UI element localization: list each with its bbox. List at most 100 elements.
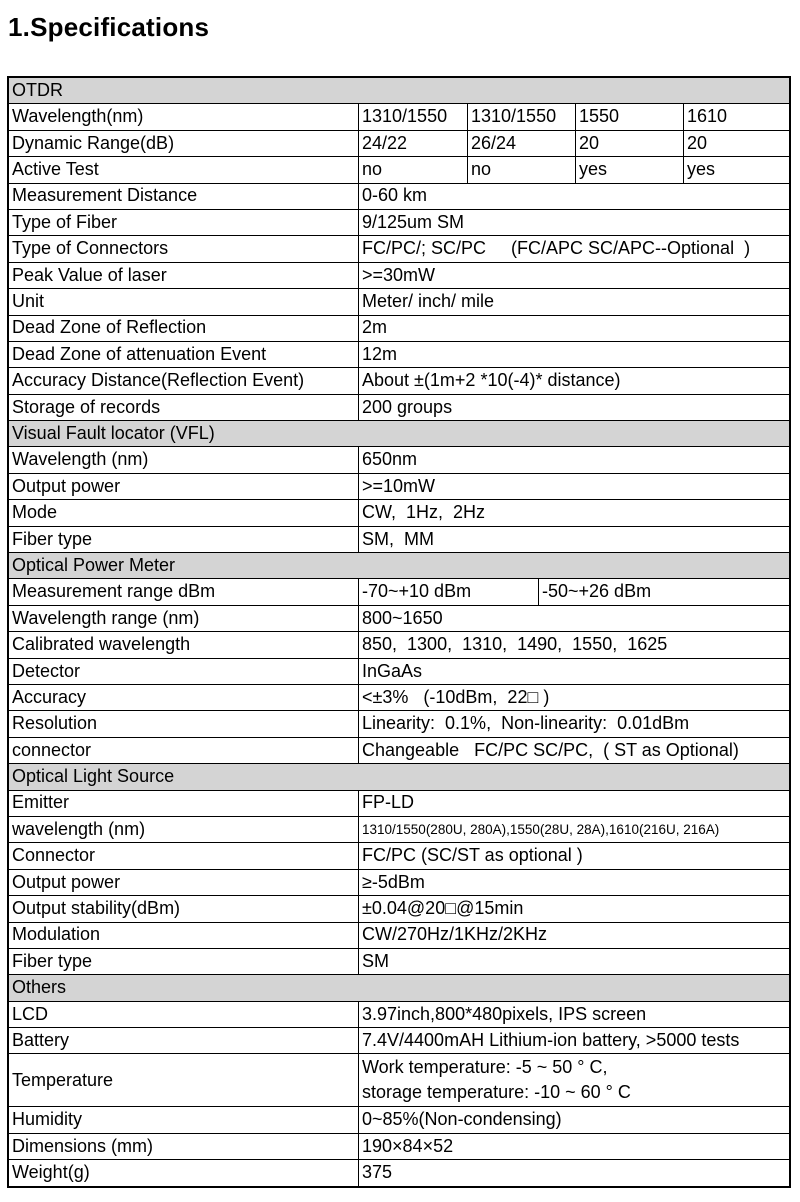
spec-value: 26/24 (467, 130, 575, 157)
spec-value: 20 (575, 130, 683, 157)
spec-label: Resolution (12, 713, 98, 734)
spec-value: no (358, 157, 467, 183)
spec-label: Measurement range dBm (12, 581, 216, 602)
spec-label: Output power (12, 475, 121, 496)
spec-value: CW, 1Hz, 2Hz (358, 500, 789, 526)
spec-label: Type of Connectors (12, 238, 169, 259)
spec-value: 12m (358, 341, 789, 368)
spec-row: Dimensions (mm) 190×84×52 (9, 1133, 789, 1161)
spec-row: Output stability(dBm) ±0.04@20□@15min (9, 896, 789, 923)
spec-value: Changeable FC/PC SC/PC, ( ST as Optional… (358, 737, 789, 764)
spec-row: LCD 3.97inch,800*480pixels, IPS screen (9, 1001, 789, 1029)
spec-value: SM (358, 948, 789, 975)
spec-value: 1550 (575, 104, 683, 130)
spec-value: InGaAs (358, 658, 789, 684)
spec-label: Output stability(dBm) (12, 898, 181, 919)
spec-row: Battery 7.4V/4400mAH Lithium-ion battery,… (9, 1028, 789, 1055)
spec-label: wavelength (nm) (12, 818, 146, 839)
spec-row: Measurement range dBm -70~+10 dBm -50~+26 … (9, 579, 789, 606)
spec-label: Weight(g) (12, 1162, 90, 1183)
spec-value: CW/270Hz/1KHz/2KHz (358, 922, 789, 948)
spec-value: 0-60 km (358, 183, 789, 209)
spec-label: Active Test (12, 159, 99, 180)
spec-row: Calibrated wavelength 850, 1300, 1310, 14… (9, 632, 789, 659)
spec-value: >=10mW (358, 473, 789, 500)
spec-label: Mode (12, 502, 58, 523)
spec-row: Modulation CW/270Hz/1KHz/2KHz (9, 922, 789, 949)
spec-value: -50~+26 dBm (538, 579, 789, 605)
spec-label: Connector (12, 845, 96, 866)
spec-label: Dynamic Range(dB) (12, 132, 175, 153)
spec-row: Fiber type SM (9, 948, 789, 976)
spec-row: Active Test no no yes yes (9, 157, 789, 184)
spec-label: Temperature (12, 1069, 114, 1090)
spec-row: Type of Fiber 9/125um SM (9, 209, 789, 237)
spec-value: 200 groups (358, 394, 789, 421)
spec-value: 375 (358, 1160, 789, 1187)
spec-value: FP-LD (358, 790, 789, 816)
spec-row: Weight(g) 375 (9, 1160, 789, 1187)
spec-value: 1310/1550 (358, 104, 467, 130)
spec-row: Resolution Linearity: 0.1%, Non-linearity… (9, 711, 789, 738)
spec-row: Accuracy Distance(Reflection Event) About… (9, 368, 789, 395)
spec-label: Peak Value of laser (12, 264, 167, 285)
section-header-row: Others (9, 975, 789, 1002)
spec-row: connector Changeable FC/PC SC/PC, ( ST as… (9, 737, 789, 765)
spec-value: yes (575, 157, 683, 183)
spec-value: 3.97inch,800*480pixels, IPS screen (358, 1001, 789, 1028)
spec-row: Humidity 0~85%(Non-condensing) (9, 1107, 789, 1134)
spec-value: 650nm (358, 447, 789, 473)
section-header-label: OTDR (12, 79, 63, 100)
spec-value: <±3% (-10dBm, 22□ ) (358, 684, 789, 711)
spec-label: LCD (12, 1003, 49, 1024)
spec-value: -70~+10 dBm (358, 579, 538, 605)
spec-value: Work temperature: -5 ~ 50 ° C, storage t… (358, 1054, 789, 1107)
spec-label: Humidity (12, 1109, 83, 1130)
spec-row: Unit Meter/ inch/ mile (9, 289, 789, 316)
spec-label: Dead Zone of attenuation Event (12, 343, 267, 364)
section-header-label: Others (12, 977, 67, 998)
spec-row: Wavelength range (nm) 800~1650 (9, 605, 789, 633)
spec-value: SM, MM (358, 526, 789, 553)
section-header-label: Visual Fault locator (VFL) (12, 423, 215, 443)
spec-value: FC/PC/; SC/PC (FC/APC SC/APC--Optional ) (358, 236, 789, 262)
spec-label: Battery (12, 1029, 70, 1050)
spec-row: Peak Value of laser >=30mW (9, 262, 789, 290)
spec-label: Wavelength range (nm) (12, 607, 200, 628)
spec-label: Fiber type (12, 950, 93, 971)
spec-label: Dead Zone of Reflection (12, 317, 207, 338)
spec-row: Output power ≥-5dBm (9, 869, 789, 897)
spec-label: Wavelength(nm) (12, 106, 144, 127)
spec-label: connector (12, 739, 92, 760)
spec-label: Fiber type (12, 528, 93, 549)
spec-value: Meter/ inch/ mile (358, 289, 789, 315)
spec-row: Type of Connectors FC/PC/; SC/PC (FC/APC … (9, 236, 789, 263)
spec-row: Storage of records 200 groups (9, 394, 789, 422)
spec-label: Wavelength (nm) (12, 449, 149, 470)
spec-value: ±0.04@20□@15min (358, 896, 789, 922)
spec-row: Fiber type SM, MM (9, 526, 789, 554)
spec-value: ≥-5dBm (358, 869, 789, 896)
spec-value: no (467, 157, 575, 183)
spec-label: Measurement Distance (12, 185, 198, 206)
spec-value: 1310/1550(280U, 280A),1550(28U, 28A),161… (358, 816, 789, 843)
spec-label: Accuracy Distance(Reflection Event) (12, 370, 305, 391)
spec-label: Accuracy (12, 686, 87, 707)
spec-label: Type of Fiber (12, 211, 118, 232)
spec-label: Detector (12, 660, 81, 681)
spec-value: 9/125um SM (358, 209, 789, 236)
spec-label: Dimensions (mm) (12, 1135, 154, 1156)
spec-value: 0~85%(Non-condensing) (358, 1107, 789, 1133)
spec-row: Dead Zone of attenuation Event 12m (9, 341, 789, 369)
spec-label: Storage of records (12, 396, 161, 417)
spec-row: Emitter FP-LD (9, 790, 789, 817)
spec-row: Accuracy <±3% (-10dBm, 22□ ) (9, 684, 789, 712)
spec-value: 850, 1300, 1310, 1490, 1550, 1625 (358, 632, 789, 658)
spec-value: 1310/1550 (467, 104, 575, 130)
spec-value: 20 (683, 130, 789, 157)
section-header-row: Optical Power Meter (9, 553, 789, 580)
section-header-row: Optical Light Source (9, 764, 789, 791)
spec-row: Mode CW, 1Hz, 2Hz (9, 500, 789, 527)
spec-value: FC/PC (SC/ST as optional ) (358, 843, 789, 869)
